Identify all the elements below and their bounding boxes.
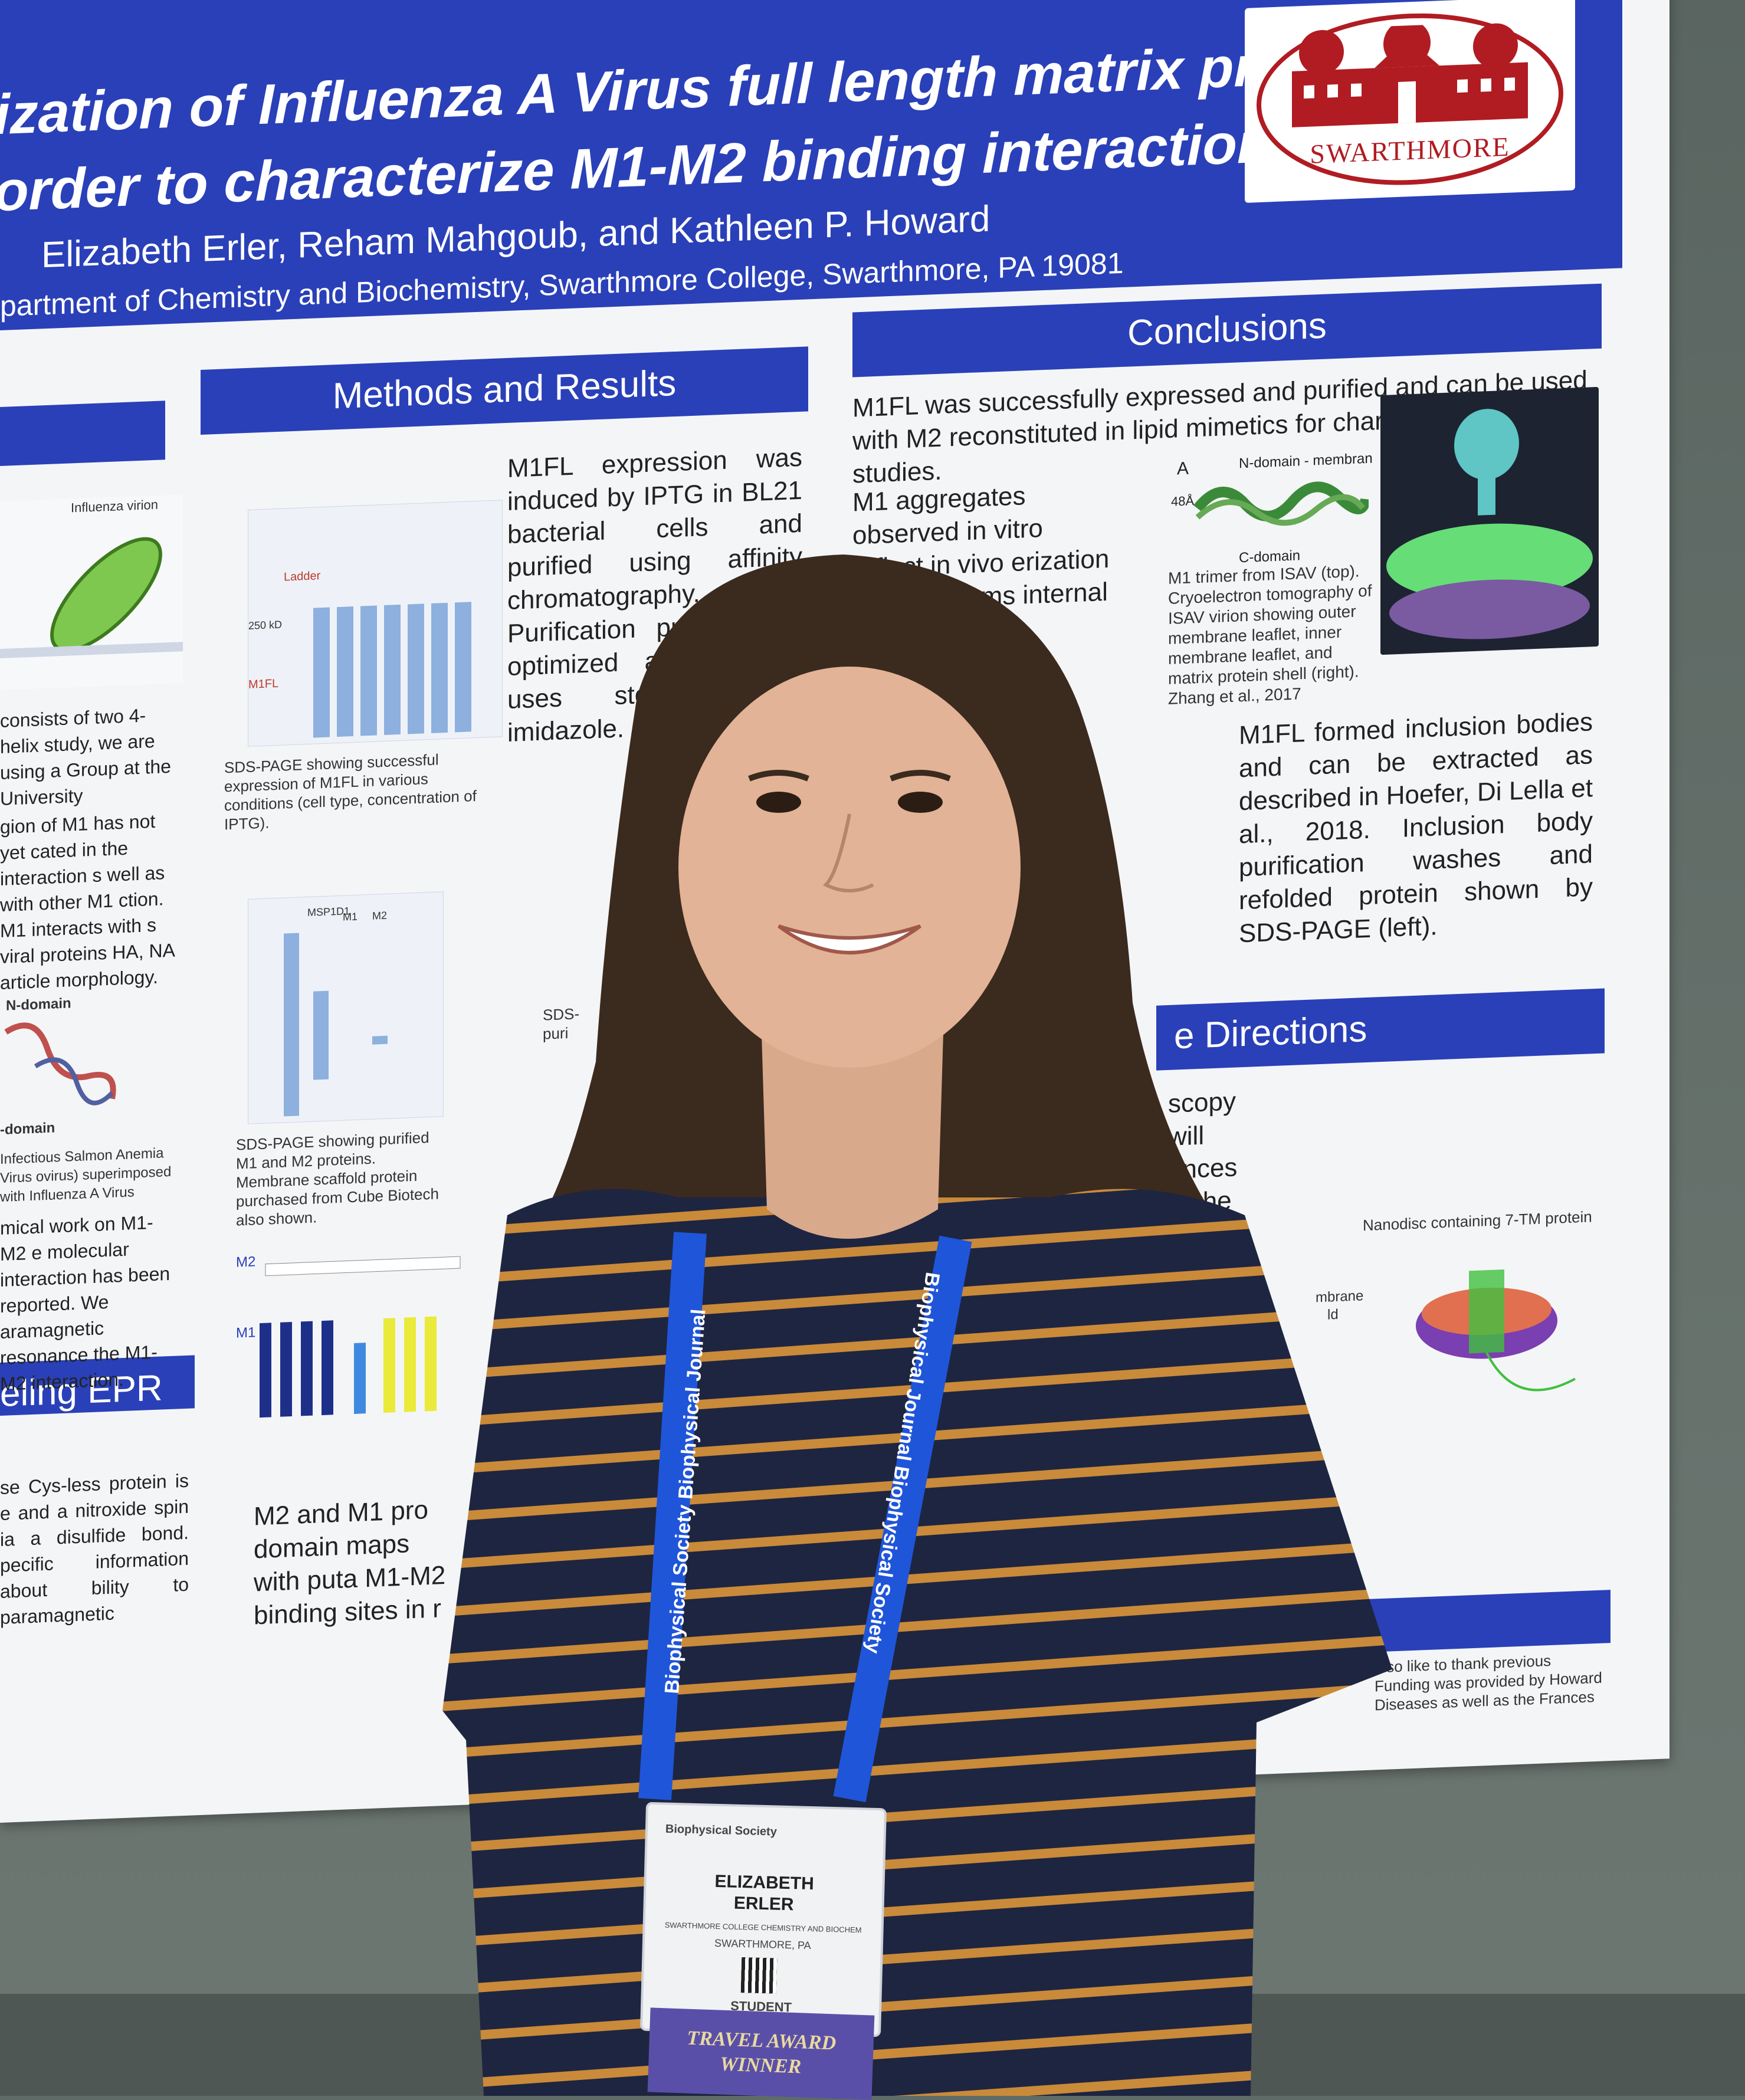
methods-results-header: Methods and Results bbox=[201, 346, 808, 435]
research-poster: ization of Influenza A Virus full length… bbox=[0, 0, 1669, 1823]
sds-page-gel-2: MSP1D1 M1 M2 bbox=[248, 891, 444, 1124]
badge-city: SWARTHMORE, PA bbox=[714, 1937, 811, 1952]
gel-lane bbox=[408, 603, 424, 734]
nanodisc-diagram bbox=[1416, 1269, 1576, 1392]
sds-page-caption-3: SDS- puri bbox=[543, 1005, 580, 1043]
epr-text: se Cys-less protein is e and a nitroxide… bbox=[0, 1469, 189, 1628]
methods-text: M1FL expression was induced by IPTG in B… bbox=[507, 442, 802, 747]
left-text-helix: consists of two 4-helix study, we are us… bbox=[0, 704, 171, 809]
inclusion-bodies-text: M1FL formed inclusion bodies and can be … bbox=[1239, 707, 1593, 949]
gel-lane bbox=[360, 605, 377, 736]
sds-page-gel-1: Ladder 250 kD M1FL bbox=[248, 500, 503, 747]
swarthmore-logo: SWARTHMORE bbox=[1245, 0, 1575, 203]
scaffold-label: ld bbox=[1327, 1306, 1339, 1323]
gel-lane bbox=[313, 990, 329, 1080]
virion-model-icon bbox=[1386, 409, 1593, 639]
m1-map-label: M1 bbox=[236, 1324, 256, 1341]
badge-qr-code bbox=[740, 1957, 778, 1994]
future-directions-header: e Directions bbox=[1156, 988, 1605, 1071]
sds-page-caption-2: SDS-PAGE showing purified M1 and M2 prot… bbox=[236, 1128, 439, 1229]
domain-map-caption: M2 and M1 pro domain maps with puta M1-M… bbox=[254, 1495, 446, 1630]
influenza-virion-label: Influenza virion bbox=[71, 497, 158, 516]
gel-ladder-label: Ladder bbox=[284, 569, 321, 584]
membrane-label: mbrane bbox=[1316, 1288, 1364, 1306]
section-bar-left bbox=[0, 401, 165, 466]
gel-lane bbox=[313, 607, 330, 738]
gel-lane bbox=[455, 602, 471, 733]
influenza-virion-diagram bbox=[0, 494, 183, 690]
label-48a: 48Å bbox=[1171, 493, 1195, 509]
label-a: A bbox=[1177, 458, 1189, 479]
ack-header-bar bbox=[1345, 1590, 1610, 1653]
poster-header: ization of Influenza A Virus full length… bbox=[0, 0, 1622, 331]
left-text-biochemical: mical work on M1-M2 e molecular interact… bbox=[0, 1212, 170, 1394]
gel-250kd-label: 250 kD bbox=[248, 618, 283, 632]
m1-trimer-structure bbox=[1193, 481, 1369, 526]
nanodisc-label: Nanodisc containing 7-TM protein bbox=[1363, 1208, 1592, 1235]
name-badge: Biophysical Society ELIZABETH ERLER SWAR… bbox=[639, 1802, 887, 2037]
isav-caption: Infectious Salmon Anemia Virus ovirus) s… bbox=[0, 1145, 172, 1205]
badge-org: Biophysical Society bbox=[665, 1822, 778, 1839]
gel-m1fl-label: M1FL bbox=[248, 677, 279, 691]
conclusions-m1-text: M1 aggregates observed in vitro reflect … bbox=[852, 481, 1110, 649]
gel-m1-label: M1 bbox=[343, 910, 358, 923]
gel-lane bbox=[431, 602, 448, 733]
m2-map-label: M2 bbox=[236, 1254, 256, 1271]
m1-trimer-caption: M1 trimer from ISAV (top). Cryoelectron … bbox=[1168, 562, 1372, 708]
conclusions-header: Conclusions bbox=[852, 283, 1602, 378]
left-text-region: gion of M1 has not yet cated in the inte… bbox=[0, 810, 175, 993]
acknowledgements-text: also like to thank previous Funding was … bbox=[1375, 1651, 1602, 1714]
gel-lane bbox=[284, 933, 299, 1117]
badge-school: SWARTHMORE COLLEGE CHEMISTRY AND BIOCHEM bbox=[664, 1920, 862, 1935]
m1-structure-diagram bbox=[4, 1022, 116, 1105]
future-directions-text: scopy will ences in the bbox=[1168, 1087, 1238, 1218]
cryo-tomography-figure bbox=[1380, 386, 1599, 655]
gel-lane bbox=[372, 1035, 388, 1045]
gel-lane bbox=[337, 606, 353, 737]
gel-m2-label: M2 bbox=[372, 909, 388, 922]
s-domain-label: -domain bbox=[0, 1120, 55, 1138]
domain-map-figure bbox=[260, 1256, 461, 1418]
college-building-icon bbox=[1292, 20, 1528, 127]
gel-lane bbox=[384, 604, 401, 735]
sds-page-caption-1: SDS-PAGE showing successful expression o… bbox=[224, 750, 477, 834]
travel-award-ribbon: TRAVEL AWARD WINNER bbox=[647, 2007, 875, 2100]
